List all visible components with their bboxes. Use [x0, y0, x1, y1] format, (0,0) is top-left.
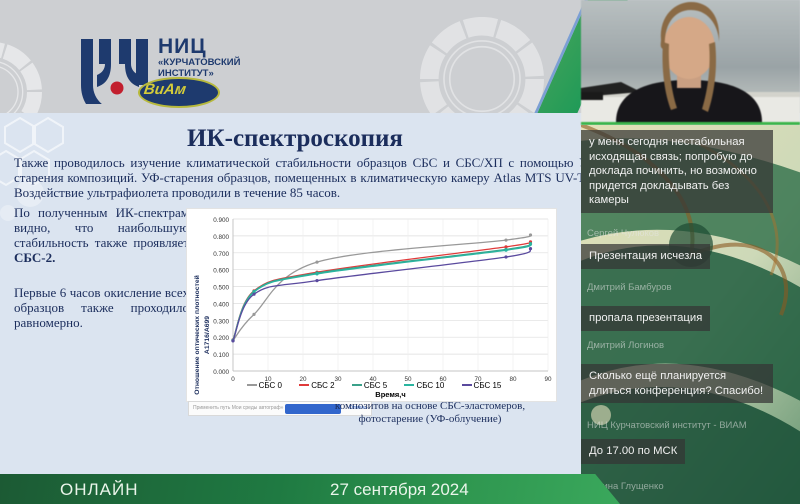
svg-text:0.900: 0.900: [213, 217, 229, 224]
svg-text:0.700: 0.700: [213, 251, 229, 258]
svg-text:Отношение оптических плотносте: Отношение оптических плотностей: [193, 275, 201, 395]
svg-text:0.400: 0.400: [213, 301, 229, 308]
svg-text:0.000: 0.000: [213, 369, 229, 376]
svg-text:0.800: 0.800: [213, 234, 229, 241]
svg-text:Время,ч: Время,ч: [375, 390, 405, 399]
svg-text:А1716/А699: А1716/А699: [204, 316, 211, 354]
svg-text:0.600: 0.600: [213, 268, 229, 275]
svg-text:0.500: 0.500: [213, 285, 229, 292]
svg-text:0.300: 0.300: [213, 318, 229, 325]
svg-text:0.200: 0.200: [213, 335, 229, 342]
svg-text:0.100: 0.100: [213, 352, 229, 359]
